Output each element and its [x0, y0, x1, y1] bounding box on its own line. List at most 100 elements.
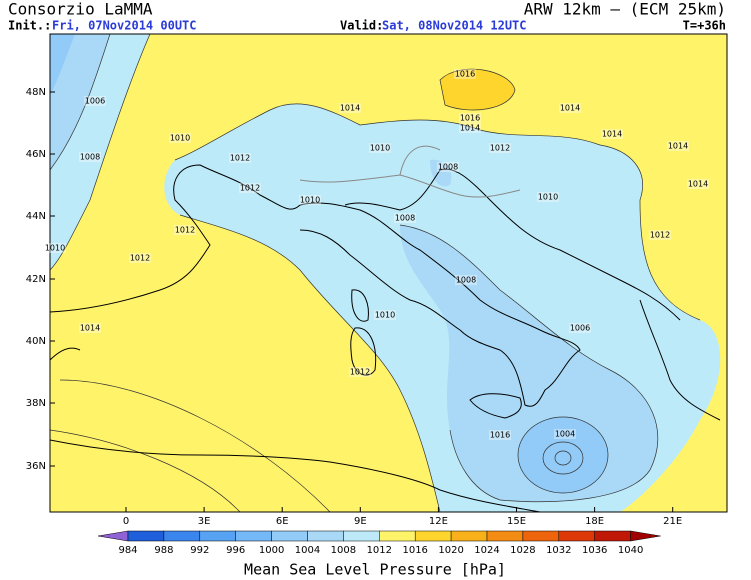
model: ARW 12km – (ECM 25km)	[524, 0, 726, 19]
contour-label: 1004	[555, 430, 575, 439]
contour-label: 1012	[130, 254, 150, 263]
colorbar-label: 988	[154, 545, 173, 556]
contour-label-bg	[174, 225, 196, 235]
lat-label: 44N	[26, 211, 46, 222]
colorbar-swatch	[486, 530, 524, 542]
lat-label: 36N	[26, 461, 46, 472]
contour-label-bg	[129, 253, 151, 263]
lead-time: T=+36h	[683, 19, 726, 33]
colorbar-label: 1000	[259, 545, 284, 556]
contour-label-bg	[374, 310, 396, 320]
contour-label: 1010	[370, 144, 390, 153]
colorbar-label: 1036	[582, 545, 607, 556]
colorbar-label: 1028	[510, 545, 535, 556]
contour-label: 1010	[300, 196, 320, 205]
colorbar-label: 1004	[295, 545, 320, 556]
init-label: Init.:	[8, 19, 51, 33]
contour-label-bg	[687, 179, 709, 189]
lon-label: 18E	[585, 516, 604, 527]
colorbar-label: 996	[226, 545, 245, 556]
colorbar-high	[630, 530, 661, 542]
contour-label: 1012	[240, 184, 260, 193]
colorbar-swatch	[235, 530, 272, 542]
contour-label-bg	[84, 96, 106, 106]
colorbar-swatch	[450, 530, 488, 542]
colorbar-title: Mean Sea Level Pressure [hPa]	[244, 561, 506, 579]
colorbar-swatch	[343, 530, 380, 542]
contour-label: 1014	[668, 142, 688, 151]
lon-label: 12E	[429, 516, 448, 527]
colorbar-label: 1020	[438, 545, 463, 556]
contour-label-bg	[169, 133, 191, 143]
contour-label: 1014	[460, 124, 480, 133]
lat-label: 48N	[26, 87, 46, 98]
colorbar-label: 1012	[367, 545, 392, 556]
contour-label: 1014	[80, 324, 100, 333]
contour-label: 1012	[175, 226, 195, 235]
contour-label: 1008	[438, 163, 458, 172]
contour-label: 1008	[80, 153, 100, 162]
lon-label: 3E	[198, 516, 211, 527]
contour-label: 1008	[395, 214, 415, 223]
contour-label: 1010	[170, 134, 190, 143]
contour-label: 1016	[490, 431, 510, 440]
contour-label: 1012	[230, 154, 250, 163]
contour-label-bg	[339, 103, 361, 113]
contour-label-bg	[559, 103, 581, 113]
contour-label-bg	[79, 323, 101, 333]
colorbar-label: 1032	[546, 545, 571, 556]
contour-label: 1010	[538, 193, 558, 202]
contour-label: 1016	[455, 70, 475, 79]
map-frame	[49, 33, 728, 513]
lon-label: 9E	[354, 516, 367, 527]
colorbar-swatch	[271, 530, 308, 542]
contour-label-bg	[44, 243, 66, 253]
contour-label: 1012	[650, 231, 670, 240]
lon-label: 6E	[276, 516, 289, 527]
contour-label: 1006	[85, 97, 105, 106]
contour-label-bg	[239, 183, 261, 193]
contour-label: 1006	[570, 324, 590, 333]
contour-label-bg	[459, 123, 481, 133]
contour-label-bg	[229, 153, 251, 163]
colorbar-label: 1024	[474, 545, 499, 556]
init-time: Fri, 07Nov2014 00UTC	[52, 19, 197, 33]
contour-label-bg	[601, 129, 623, 139]
colorbar-swatch	[558, 530, 595, 542]
contour-label-bg	[437, 162, 459, 172]
colorbar-low	[97, 530, 129, 542]
contour-label-bg	[489, 143, 511, 153]
contour-label: 1014	[602, 130, 622, 139]
lat-label: 42N	[26, 274, 46, 285]
lon-label: 15E	[507, 516, 526, 527]
colorbar-label: 1040	[618, 545, 643, 556]
contour-label: 1012	[490, 144, 510, 153]
contour-label: 1016	[460, 114, 480, 123]
contour-label: 1008	[456, 276, 476, 285]
lat-label: 40N	[26, 336, 46, 347]
colorbar-swatch	[414, 530, 452, 542]
contour-label-bg	[554, 429, 576, 439]
colorbar-label: 992	[190, 545, 209, 556]
colorbar-swatch	[522, 530, 560, 542]
colorbar-swatch	[379, 530, 416, 542]
contour-label: 1010	[45, 244, 65, 253]
contour-label-bg	[569, 323, 591, 333]
lat-label: 46N	[26, 149, 46, 160]
valid-label: Valid:	[340, 19, 383, 33]
valid-time: Sat, 08Nov2014 12UTC	[382, 19, 527, 33]
map	[50, 34, 727, 512]
contour-label-bg	[369, 143, 391, 153]
colorbar-label: 984	[118, 545, 137, 556]
contour-label-bg	[455, 275, 477, 285]
contour-label-bg	[349, 367, 371, 377]
colorbar-swatch	[307, 530, 344, 542]
contour-label-bg	[454, 69, 476, 79]
title: Consorzio LaMMA	[8, 0, 153, 19]
colorbar-swatch	[163, 530, 201, 542]
lon-label: 21E	[663, 516, 682, 527]
lon-label: 0	[123, 516, 129, 527]
contour-label-bg	[489, 430, 511, 440]
contour-label-bg	[649, 230, 671, 240]
